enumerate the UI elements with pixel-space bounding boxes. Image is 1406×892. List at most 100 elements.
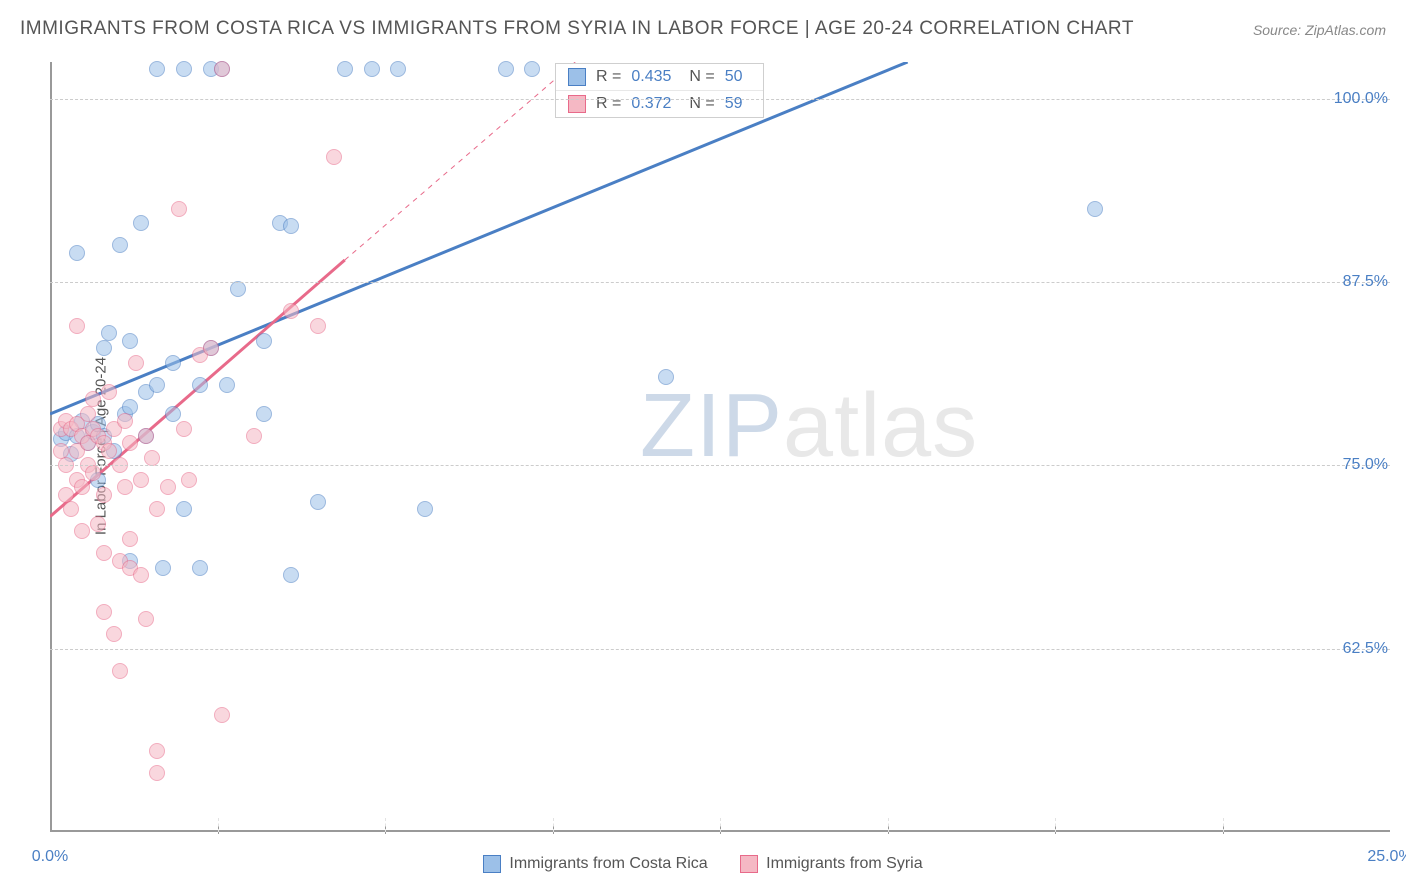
data-point [256,333,272,349]
data-point [214,61,230,77]
data-point [149,743,165,759]
legend-item-syria: Immigrants from Syria [740,855,922,873]
data-point [390,61,406,77]
data-point [160,479,176,495]
data-point [106,626,122,642]
data-point [155,560,171,576]
data-point [310,318,326,334]
gridline-h [50,649,1390,650]
data-point [310,494,326,510]
swatch-costa-rica [568,68,586,86]
y-tick-label: 62.5% [1343,640,1388,658]
data-point [144,450,160,466]
data-point [128,355,144,371]
data-point [181,472,197,488]
data-point [658,369,674,385]
data-point [69,318,85,334]
data-point [112,237,128,253]
data-point [133,472,149,488]
y-tick-label: 100.0% [1334,90,1388,108]
data-point [117,479,133,495]
y-tick-label: 75.0% [1343,456,1388,474]
data-point [524,61,540,77]
data-point [96,545,112,561]
gridline-h [50,99,1390,100]
data-point [256,406,272,422]
data-point [283,567,299,583]
legend-item-costa-rica: Immigrants from Costa Rica [483,855,707,873]
data-point [85,391,101,407]
data-point [283,218,299,234]
data-point [138,611,154,627]
data-point [90,516,106,532]
data-point [149,501,165,517]
data-point [122,435,138,451]
data-point [283,303,299,319]
data-point [74,479,90,495]
gridline-v [385,818,386,832]
x-tick-label: 25.0% [1367,848,1406,866]
y-tick-label: 87.5% [1343,273,1388,291]
data-point [219,377,235,393]
data-point [176,61,192,77]
data-point [176,501,192,517]
data-point [230,281,246,297]
gridline-v [1223,818,1224,832]
gridline-v [553,818,554,832]
gridline-v [218,818,219,832]
legend-bottom: Immigrants from Costa Rica Immigrants fr… [0,855,1406,878]
data-point [326,149,342,165]
r-label: R = [596,68,621,86]
data-point [96,487,112,503]
data-point [117,413,133,429]
source-label: Source: ZipAtlas.com [1253,22,1386,38]
data-point [53,443,69,459]
data-point [364,61,380,77]
data-point [149,765,165,781]
data-point [138,428,154,444]
gridline-v [1055,818,1056,832]
data-point [122,531,138,547]
gridline-h [50,465,1390,466]
gridline-v [888,818,889,832]
gridline-v [720,818,721,832]
data-point [165,406,181,422]
plot-area [50,62,1390,832]
data-point [246,428,262,444]
legend-label: Immigrants from Syria [766,855,922,873]
n-label: N = [689,68,714,86]
legend-row-syria: R = 0.372 N = 59 [556,90,763,117]
legend-top: R = 0.435 N = 50 R = 0.372 N = 59 [555,63,764,118]
data-point [176,421,192,437]
data-point [69,245,85,261]
data-point [74,523,90,539]
data-point [149,377,165,393]
data-point [149,61,165,77]
data-point [96,604,112,620]
data-point [112,663,128,679]
data-point [203,340,219,356]
data-point [63,501,79,517]
data-point [80,406,96,422]
data-point [171,201,187,217]
data-point [417,501,433,517]
chart-title: IMMIGRANTS FROM COSTA RICA VS IMMIGRANTS… [20,18,1134,40]
data-point [337,61,353,77]
data-point [192,377,208,393]
data-point [101,384,117,400]
data-point [58,487,74,503]
legend-row-costa-rica: R = 0.435 N = 50 [556,64,763,90]
data-point [133,567,149,583]
data-point [122,399,138,415]
swatch-costa-rica-bottom [483,855,501,873]
swatch-syria-bottom [740,855,758,873]
x-tick-label: 0.0% [32,848,68,866]
data-point [498,61,514,77]
data-point [1087,201,1103,217]
data-point [122,333,138,349]
data-point [101,443,117,459]
data-point [192,560,208,576]
data-point [96,340,112,356]
data-point [133,215,149,231]
data-point [165,355,181,371]
